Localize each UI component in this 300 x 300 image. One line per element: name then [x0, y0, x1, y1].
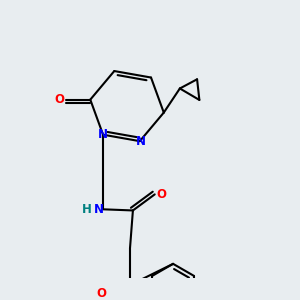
Text: O: O — [156, 188, 166, 201]
Text: N: N — [136, 135, 146, 148]
Text: N: N — [94, 203, 103, 216]
Text: O: O — [96, 286, 106, 300]
Text: H: H — [82, 203, 92, 216]
Text: N: N — [98, 128, 108, 141]
Text: O: O — [54, 93, 64, 106]
